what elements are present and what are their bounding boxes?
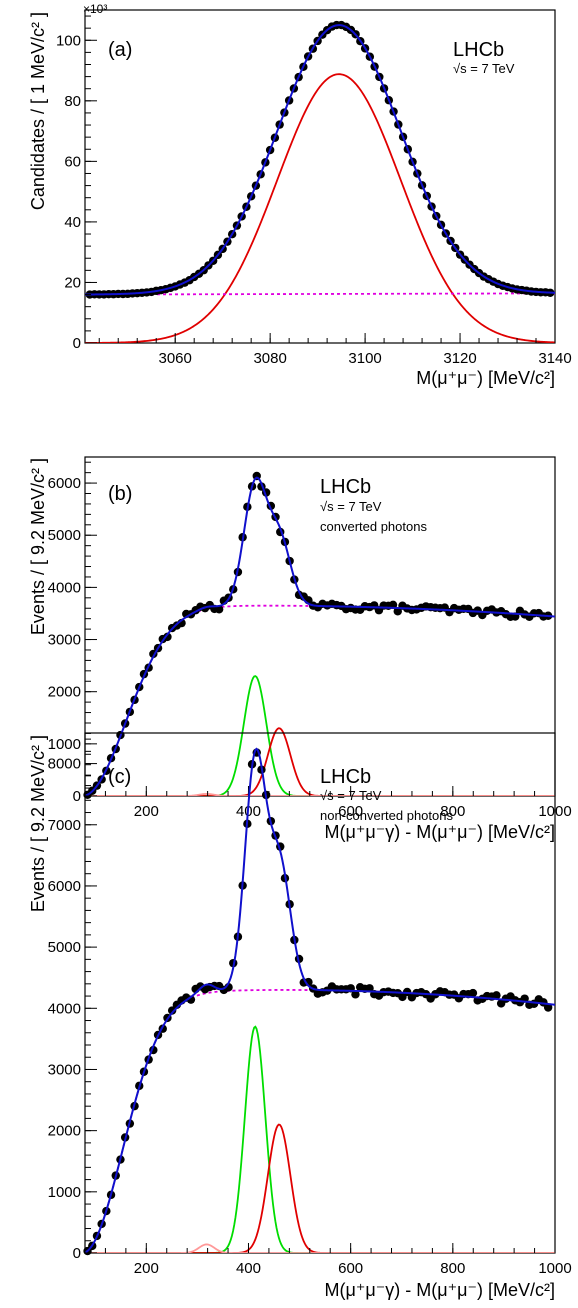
total-fit-curve [85, 24, 555, 296]
x-axis-title: M(μ⁺μ⁻γ) - M(μ⁺μ⁻) [MeV/c²] [325, 822, 555, 842]
y-axis-title: Events / [ 9.2 MeV/c² ] [28, 458, 48, 635]
x-tick-label: 200 [134, 803, 159, 820]
data-point [351, 990, 360, 999]
y-tick-label: 1000 [48, 736, 81, 753]
panel-a: 3060 3080 3100 3120 3140 0 20 40 60 80 100 ×10³ (a… [28, 2, 572, 388]
x-tick-label: 3080 [253, 350, 286, 367]
experiment-label: LHCb [320, 766, 371, 788]
y-tick-label: 2000 [48, 1123, 81, 1140]
data-layer [83, 747, 555, 1256]
x-tick-label: 200 [134, 1260, 159, 1277]
x-tick-label: 600 [338, 803, 363, 820]
y-axis-title: Events / [ 9.2 MeV/c² ] [28, 735, 48, 912]
y-tick-label: 1000 [48, 1184, 81, 1201]
panel-label: (b) [108, 483, 132, 505]
y-multiplier: ×10³ [83, 2, 107, 16]
x-tick-label: 1000 [538, 1260, 571, 1277]
y-tick-label: 3000 [48, 1061, 81, 1078]
x-axis-title: M(μ⁺μ⁻γ) - M(μ⁺μ⁻) [MeV/c²] [325, 1280, 555, 1300]
y-tick-label: 7000 [48, 817, 81, 834]
x-tick-label: 400 [236, 1260, 261, 1277]
energy-label: √s = 7 TeV [320, 788, 382, 803]
y-tick-label: 6000 [48, 878, 81, 895]
plot-frame [84, 9, 556, 344]
y-axis-title: Candidates / [ 1 MeV/c² ] [28, 12, 48, 210]
y-tick-label: 2000 [48, 684, 81, 701]
y-tick-label: 100 [56, 32, 81, 49]
data-point [492, 991, 501, 1000]
x-tick-label: 600 [338, 1260, 363, 1277]
y-tick-label: 3000 [48, 632, 81, 649]
experiment-label: LHCb [453, 39, 504, 61]
data-layer [85, 20, 555, 343]
x-axis-title: M(μ⁺μ⁻) [MeV/c²] [416, 368, 555, 388]
panel-label: (a) [108, 39, 132, 61]
signal-curve [85, 73, 555, 343]
axis-layer: 200 400 600 800 1000010002000300040005000600… [48, 738, 572, 1277]
y-tick-label: 0 [73, 335, 81, 352]
y-tick-label: 4000 [48, 1000, 81, 1017]
y-tick-label: 80 [64, 93, 81, 110]
y-tick-label: 8000 [48, 756, 81, 773]
x-tick-label: 800 [440, 803, 465, 820]
total-fit-curve [85, 476, 555, 796]
y-tick-label: 40 [64, 214, 81, 231]
data-point [393, 607, 402, 616]
data-layer [83, 471, 555, 800]
y-tick-label: 5000 [48, 939, 81, 956]
x-tick-label: 3120 [443, 350, 476, 367]
background-curve [85, 292, 555, 296]
experiment-label: LHCb [320, 476, 371, 498]
x-tick-label: 3060 [159, 350, 192, 367]
y-tick-label: 60 [64, 153, 81, 170]
panel-c: 200 400 600 800 1000010002000300040005000600… [28, 732, 572, 1300]
y-tick-label: 5000 [48, 527, 81, 544]
y-tick-label: 0 [73, 788, 81, 805]
data-point [167, 1006, 177, 1015]
total-fit-curve [85, 747, 555, 1253]
data-point [468, 988, 478, 998]
y-tick-label: 4000 [48, 579, 81, 596]
y-tick-label: 0 [73, 1245, 81, 1262]
x-tick-label: 3140 [538, 350, 571, 367]
energy-label: √s = 7 TeV [453, 61, 515, 76]
panel-b: 200 400 600 800 1000010002000300040005000600… [28, 456, 572, 842]
x-tick-label: 3100 [348, 350, 381, 367]
data-point [163, 632, 172, 642]
y-tick-label: 6000 [48, 475, 81, 492]
subtitle: non-converted photons [320, 808, 453, 823]
data-points [83, 471, 553, 800]
data-point [543, 1003, 553, 1012]
y-tick-label: 20 [64, 274, 81, 291]
x-tick-label: 800 [440, 1260, 465, 1277]
axis-layer: 3060 3080 3100 3120 3140 0 20 40 60 80 100 [56, 15, 572, 367]
panel-label: (c) [108, 766, 131, 788]
subtitle: converted photons [320, 519, 427, 534]
energy-label: √s = 7 TeV [320, 499, 382, 514]
